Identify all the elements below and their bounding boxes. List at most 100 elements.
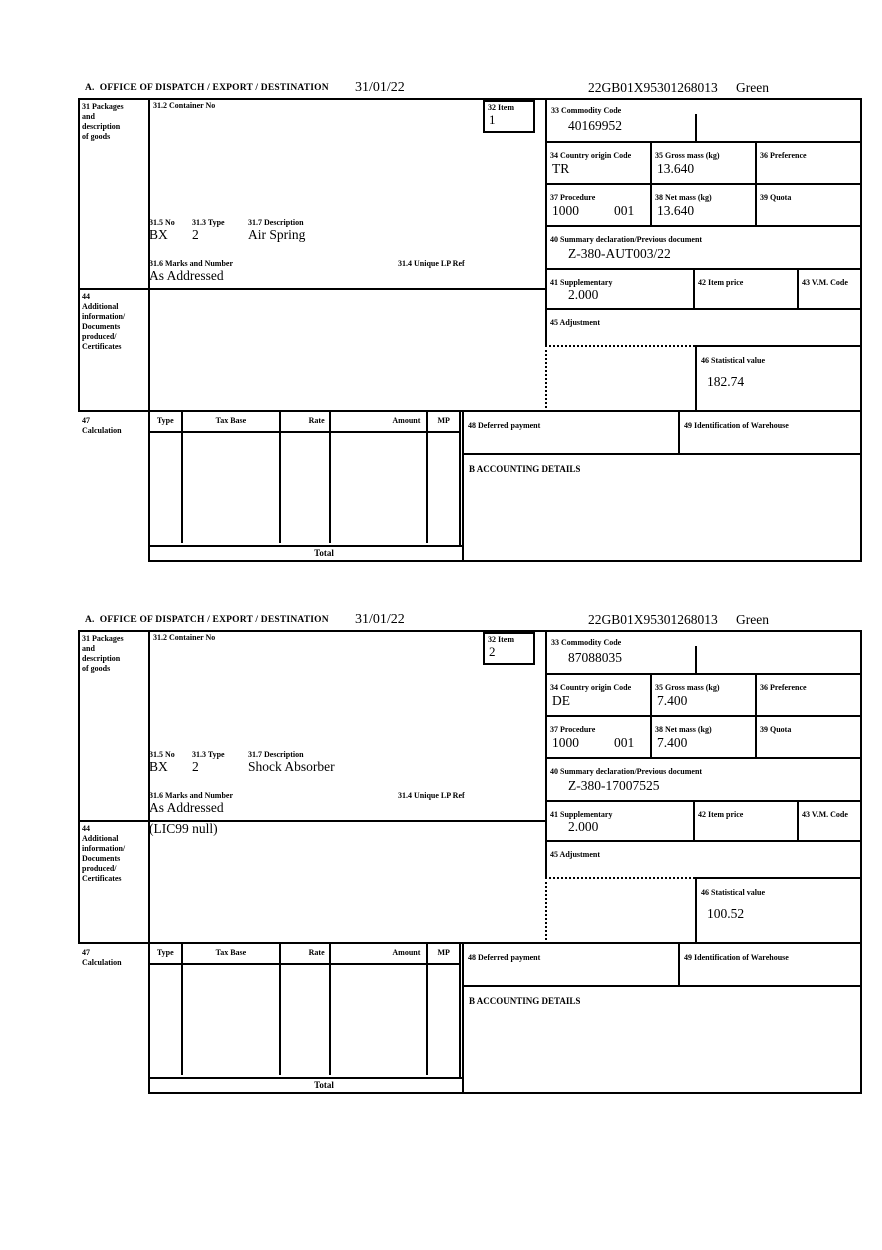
- divider: [78, 820, 547, 822]
- marks-and-number-value: As Addressed: [149, 268, 224, 283]
- tax-calculation-table: Type Tax Base Rate Amount MP: [148, 412, 461, 545]
- vm-code-box: 43 V.M. Code: [797, 802, 862, 842]
- procedure-value: 1000 001: [552, 735, 635, 750]
- tax-col-rate: Rate: [281, 944, 331, 963]
- adjustment-box: 45 Adjustment: [545, 842, 862, 877]
- dotted-divider: [545, 345, 695, 412]
- tax-cell: [331, 965, 429, 1075]
- total-row: Total: [148, 1077, 464, 1094]
- summary-declaration-box: 40 Summary declaration/Previous document…: [545, 227, 862, 270]
- tax-col-tax-base: Tax Base: [183, 944, 282, 963]
- net-mass-value: 7.400: [657, 735, 688, 750]
- commodity-code-box: 33 Commodity Code 87088035: [545, 630, 862, 675]
- preference-box: 36 Preference: [755, 675, 862, 717]
- accounting-details-box: B ACCOUNTING DETAILS: [462, 455, 862, 562]
- declaration-date: 31/01/22: [355, 612, 405, 627]
- tax-col-tax-base: Tax Base: [183, 412, 282, 431]
- goods-description-value: Shock Absorber: [248, 759, 335, 774]
- preference-label: 36 Preference: [760, 683, 807, 692]
- quota-label: 39 Quota: [760, 193, 792, 202]
- preference-box: 36 Preference: [755, 143, 862, 185]
- adjustment-label: 45 Adjustment: [550, 318, 601, 327]
- item-price-box: 42 Item price: [693, 802, 797, 842]
- item-detail-boxes: 33 Commodity Code 87088035 34 Country or…: [545, 630, 862, 944]
- unique-lp-ref-label: 31.4 Unique LP Ref: [398, 791, 465, 800]
- country-origin-box: 34 Country origin Code TR: [545, 143, 650, 185]
- statistical-zone: 46 Statistical value 100.52: [545, 877, 862, 944]
- country-origin-box: 34 Country origin Code DE: [545, 675, 650, 717]
- net-mass-box: 38 Net mass (kg) 7.400: [650, 717, 755, 759]
- gross-mass-label: 35 Gross mass (kg): [655, 683, 720, 692]
- package-no-label: 31.5 No: [149, 218, 175, 227]
- declaration-item-2-section: A. OFFICE OF DISPATCH / EXPORT / DESTINA…: [78, 612, 864, 1098]
- tax-col-amount: Amount: [331, 944, 429, 963]
- movement-reference-number: 22GB01X95301268013: [588, 612, 718, 627]
- goods-description-value: Air Spring: [248, 227, 306, 242]
- commodity-code-value: 87088035: [568, 650, 622, 665]
- net-mass-label: 38 Net mass (kg): [655, 725, 712, 734]
- country-origin-label: 34 Country origin Code: [550, 151, 632, 160]
- net-mass-box: 38 Net mass (kg) 13.640: [650, 185, 755, 227]
- declaration-item-1-section: A. OFFICE OF DISPATCH / EXPORT / DESTINA…: [78, 80, 864, 566]
- tax-calculation-table: Type Tax Base Rate Amount MP: [148, 944, 461, 1077]
- tax-cell: [331, 433, 429, 543]
- procedure-box: 37 Procedure 1000 001: [545, 185, 650, 227]
- divider: [695, 114, 697, 141]
- packages-label: 31 Packages and description of goods: [82, 102, 124, 141]
- tax-cell: [183, 965, 282, 1075]
- deferred-payment-label: 48 Deferred payment: [468, 421, 541, 430]
- packages-label: 31 Packages and description of goods: [82, 634, 124, 673]
- procedure-box: 37 Procedure 1000 001: [545, 717, 650, 759]
- gross-mass-value: 7.400: [657, 693, 688, 708]
- tax-cell: [428, 433, 459, 543]
- supplementary-box: 41 Supplementary 2.000: [545, 802, 693, 842]
- divider: [148, 98, 150, 412]
- tax-cell: [428, 965, 459, 1075]
- item-price-label: 42 Item price: [698, 278, 744, 287]
- item-number-box: 32 Item 1: [483, 100, 535, 133]
- warehouse-label: 49 Identification of Warehouse: [684, 953, 789, 962]
- country-origin-value: TR: [552, 161, 570, 176]
- item-number-value: 2: [489, 644, 496, 659]
- package-type-label: 31.3 Type: [192, 218, 225, 227]
- item-number-value: 1: [489, 112, 496, 127]
- deferred-payment-box: 48 Deferred payment: [462, 412, 678, 455]
- tax-cell: [150, 433, 183, 543]
- commodity-code-box: 33 Commodity Code 40169952: [545, 98, 862, 143]
- statistical-value-box: 46 Statistical value 100.52: [695, 877, 862, 944]
- tax-cell: [150, 965, 183, 1075]
- dotted-divider: [545, 877, 695, 944]
- tax-col-amount: Amount: [331, 412, 429, 431]
- tax-cell: [281, 965, 331, 1075]
- accounting-details-label: B ACCOUNTING DETAILS: [469, 996, 581, 1006]
- tax-col-mp: MP: [437, 416, 450, 425]
- net-mass-value: 13.640: [657, 203, 695, 218]
- vm-code-label: 43 V.M. Code: [802, 810, 848, 819]
- divider: [695, 646, 697, 673]
- calculation-label: 47 Calculation: [82, 416, 122, 435]
- item-price-label: 42 Item price: [698, 810, 744, 819]
- commodity-code-label: 33 Commodity Code: [551, 106, 622, 115]
- procedure-label: 37 Procedure: [550, 193, 596, 202]
- vm-code-label: 43 V.M. Code: [802, 278, 848, 287]
- tax-cell: [183, 433, 282, 543]
- package-no-value: BX: [149, 227, 168, 242]
- gross-mass-box: 35 Gross mass (kg) 13.640: [650, 143, 755, 185]
- quota-box: 39 Quota: [755, 185, 862, 227]
- routing-status: Green: [736, 80, 769, 95]
- item-number-label: 32 Item: [488, 103, 514, 112]
- supplementary-box: 41 Supplementary 2.000: [545, 270, 693, 310]
- marks-and-number-value: As Addressed: [149, 800, 224, 815]
- tax-cell: [281, 433, 331, 543]
- package-no-value: BX: [149, 759, 168, 774]
- additional-info-label: 44 Additional information/ Documents pro…: [82, 292, 126, 351]
- statistical-value: 182.74: [707, 374, 745, 389]
- divider: [78, 288, 547, 290]
- deferred-payment-label: 48 Deferred payment: [468, 953, 541, 962]
- summary-declaration-value: Z-380-17007525: [568, 778, 660, 793]
- goods-description-label: 31.7 Description: [248, 218, 304, 227]
- item-number-label: 32 Item: [488, 635, 514, 644]
- tax-col-type: Type: [150, 944, 183, 963]
- office-of-dispatch-label: A. OFFICE OF DISPATCH / EXPORT / DESTINA…: [85, 615, 329, 625]
- quota-label: 39 Quota: [760, 725, 792, 734]
